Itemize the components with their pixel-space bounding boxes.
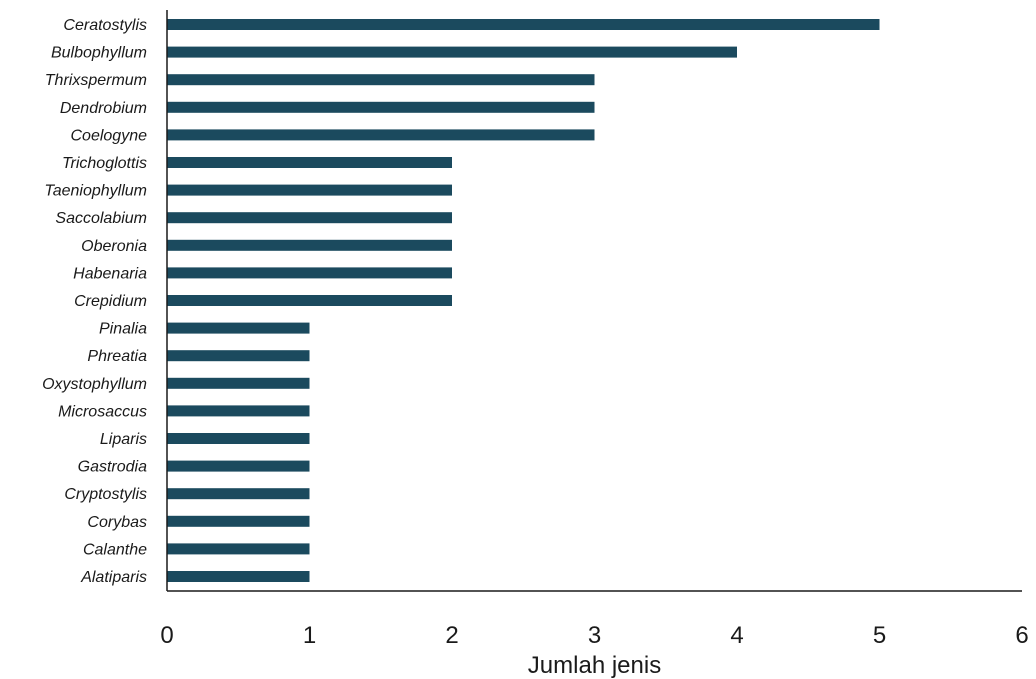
category-label: Taeniophyllum bbox=[44, 183, 147, 200]
bar-gastrodia bbox=[167, 460, 310, 472]
category-label: Bulbophyllum bbox=[51, 45, 147, 62]
category-label: Ceratostylis bbox=[63, 17, 147, 34]
bar-alatiparis bbox=[167, 571, 310, 582]
bar-corybas bbox=[167, 515, 310, 527]
category-label: Habenaria bbox=[73, 265, 147, 282]
x-tick-label: 1 bbox=[303, 622, 316, 649]
category-label: Crepidium bbox=[74, 293, 147, 310]
category-label: Trichoglottis bbox=[62, 155, 147, 172]
bar-liparis bbox=[167, 433, 310, 444]
bar-pinalia bbox=[167, 322, 310, 334]
bar-cryptostylis bbox=[167, 488, 310, 500]
x-tick-label: 0 bbox=[160, 622, 173, 649]
category-label: Oberonia bbox=[81, 238, 147, 255]
bar-dendrobium bbox=[167, 101, 595, 113]
bar-taeniophyllum bbox=[167, 184, 452, 196]
bar-oberonia bbox=[167, 239, 452, 251]
bars-group bbox=[167, 19, 880, 582]
category-labels: Ceratostylis Bulbophyllum Thrixspermum Dend… bbox=[42, 17, 147, 586]
category-label: Thrixspermum bbox=[45, 72, 147, 89]
bar-ceratostylis bbox=[167, 19, 880, 30]
category-label: Pinalia bbox=[99, 321, 147, 338]
bar-oxystophyllum bbox=[167, 377, 310, 389]
bar-trichoglottis bbox=[167, 157, 452, 168]
x-tick-label: 5 bbox=[873, 622, 886, 649]
category-label: Calanthe bbox=[83, 541, 147, 558]
bar-phreatia bbox=[167, 350, 310, 362]
x-tick-label: 4 bbox=[730, 622, 743, 649]
category-label: Coelogyne bbox=[71, 127, 148, 144]
bar-calanthe bbox=[167, 543, 310, 555]
category-label: Phreatia bbox=[87, 348, 147, 365]
bar-habenaria bbox=[167, 267, 452, 279]
bar-saccolabium bbox=[167, 212, 452, 224]
x-axis-title: Jumlah jenis bbox=[528, 652, 661, 679]
category-label: Corybas bbox=[87, 514, 147, 531]
category-label: Saccolabium bbox=[55, 210, 147, 227]
bar-microsaccus bbox=[167, 405, 310, 417]
category-label: Cryptostylis bbox=[64, 486, 147, 503]
category-label: Liparis bbox=[100, 431, 147, 448]
category-label: Oxystophyllum bbox=[42, 376, 147, 393]
x-tick-labels: 0 1 2 3 4 5 6 bbox=[160, 622, 1028, 649]
bar-crepidium bbox=[167, 295, 452, 306]
category-label: Alatiparis bbox=[80, 569, 147, 586]
x-tick-label: 3 bbox=[588, 622, 601, 649]
category-label: Microsaccus bbox=[58, 403, 147, 420]
category-label: Dendrobium bbox=[60, 100, 147, 117]
bar-thrixspermum bbox=[167, 74, 595, 86]
x-tick-label: 2 bbox=[445, 622, 458, 649]
bar-coelogyne bbox=[167, 129, 595, 141]
x-tick-label: 6 bbox=[1015, 622, 1028, 649]
category-label: Gastrodia bbox=[78, 459, 147, 476]
bar-bulbophyllum bbox=[167, 46, 737, 58]
